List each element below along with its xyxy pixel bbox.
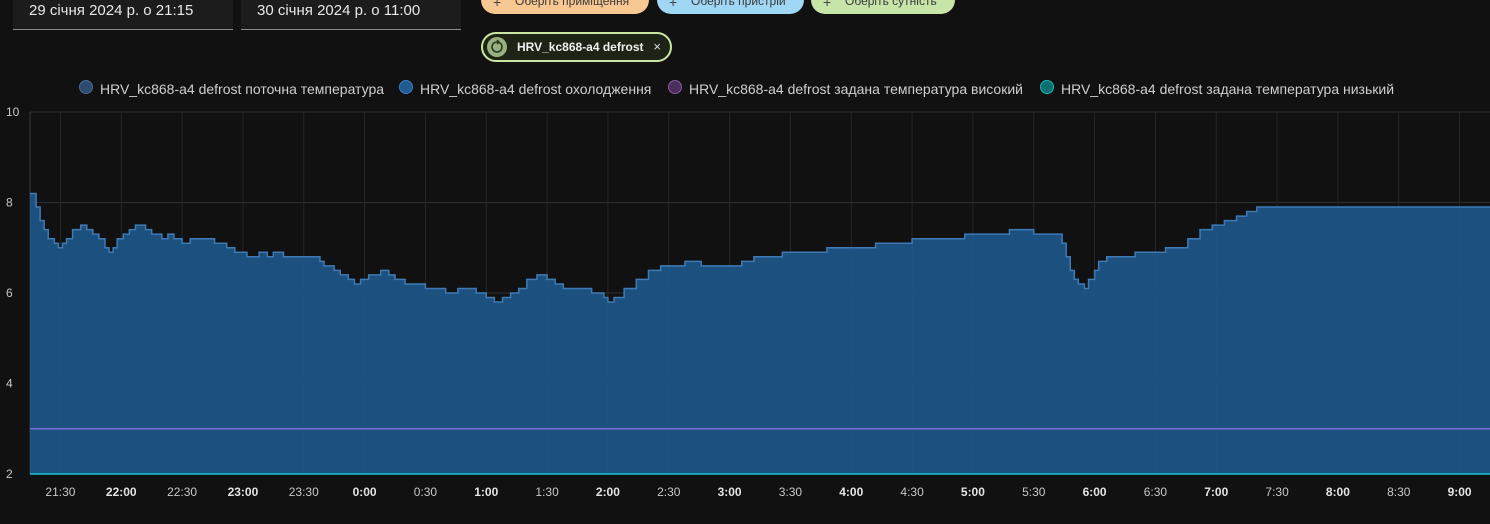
x-tick-label: 4:00 [839, 485, 863, 499]
history-chart[interactable]: 2 4 6 8 10 21:30 22:00 22:30 23:00 23:30 0:00 0:30… [0, 100, 1490, 524]
plus-icon: + [669, 0, 678, 10]
x-tick-label: 3:00 [718, 485, 742, 499]
choose-entity-label: Оберіть сутність [845, 0, 937, 8]
x-tick-label: 6:00 [1083, 485, 1107, 499]
choose-area-label: Оберіть приміщення [515, 0, 630, 8]
choose-entity-button[interactable]: + Оберіть сутність [811, 0, 955, 14]
legend-swatch [668, 80, 682, 94]
start-date-field[interactable]: 29 січня 2024 р. о 21:15 [13, 0, 233, 30]
legend-label: HRV_kc868-a4 defrost охолодження [420, 81, 652, 97]
x-tick-label: 6:30 [1144, 485, 1168, 499]
x-tick-label: 1:00 [474, 485, 498, 499]
series-current-temperature-line [30, 192, 1490, 303]
chart-line-layer [30, 192, 1490, 475]
x-tick-label: 22:00 [106, 485, 137, 499]
x-tick-label: 0:00 [353, 485, 377, 499]
legend-label: HRV_kc868-a4 defrost задана температура … [689, 81, 1023, 97]
legend-label: HRV_kc868-a4 defrost поточна температура [100, 81, 385, 97]
series-current-temperature-area [30, 193, 1490, 474]
end-date-field[interactable]: 30 січня 2024 р. о 11:00 [241, 0, 461, 30]
selected-entity-label: HRV_kc868-a4 defrost [517, 40, 644, 54]
x-tick-label: 8:00 [1326, 485, 1350, 499]
legend-swatch [79, 80, 93, 94]
legend-swatch [399, 80, 413, 94]
remove-entity-close-icon[interactable]: × [653, 39, 661, 54]
x-axis: 21:30 22:00 22:30 23:00 23:30 0:00 0:30 1:00 1:3… [45, 485, 1472, 499]
x-tick-label: 4:30 [900, 485, 924, 499]
plus-icon: + [493, 0, 502, 10]
choose-device-label: Оберіть пристрій [691, 0, 786, 8]
chart-area-layer [30, 193, 1490, 474]
x-tick-label: 5:00 [961, 485, 985, 499]
sync-icon [487, 37, 507, 57]
x-tick-label: 8:30 [1387, 485, 1411, 499]
y-tick-label: 8 [6, 196, 13, 210]
legend-swatch [1040, 80, 1054, 94]
y-tick-label: 6 [6, 286, 13, 300]
x-tick-label: 7:00 [1204, 485, 1228, 499]
x-tick-label: 9:00 [1448, 485, 1472, 499]
x-tick-label: 21:30 [45, 485, 75, 499]
x-tick-label: 5:30 [1022, 485, 1046, 499]
x-tick-label: 23:30 [289, 485, 319, 499]
plus-icon: + [823, 0, 832, 10]
x-tick-label: 22:30 [167, 485, 197, 499]
y-tick-label: 4 [6, 377, 13, 391]
x-tick-label: 23:00 [228, 485, 259, 499]
choose-area-button[interactable]: + Оберіть приміщення [481, 0, 649, 14]
x-tick-label: 1:30 [535, 485, 559, 499]
x-tick-label: 0:30 [414, 485, 438, 499]
x-tick-label: 7:30 [1265, 485, 1289, 499]
legend-label: HRV_kc868-a4 defrost задана температура … [1061, 81, 1395, 97]
y-tick-label: 10 [6, 105, 20, 119]
end-date-value: 30 січня 2024 р. о 11:00 [257, 2, 421, 19]
y-tick-label: 2 [6, 467, 13, 481]
x-tick-label: 2:30 [657, 485, 681, 499]
choose-device-button[interactable]: + Оберіть пристрій [657, 0, 804, 14]
start-date-value: 29 січня 2024 р. о 21:15 [29, 2, 194, 19]
selected-entity-chip[interactable]: HRV_kc868-a4 defrost × [481, 32, 672, 62]
x-tick-label: 2:00 [596, 485, 620, 499]
x-tick-label: 3:30 [779, 485, 803, 499]
y-axis: 2 4 6 8 10 [6, 105, 20, 481]
